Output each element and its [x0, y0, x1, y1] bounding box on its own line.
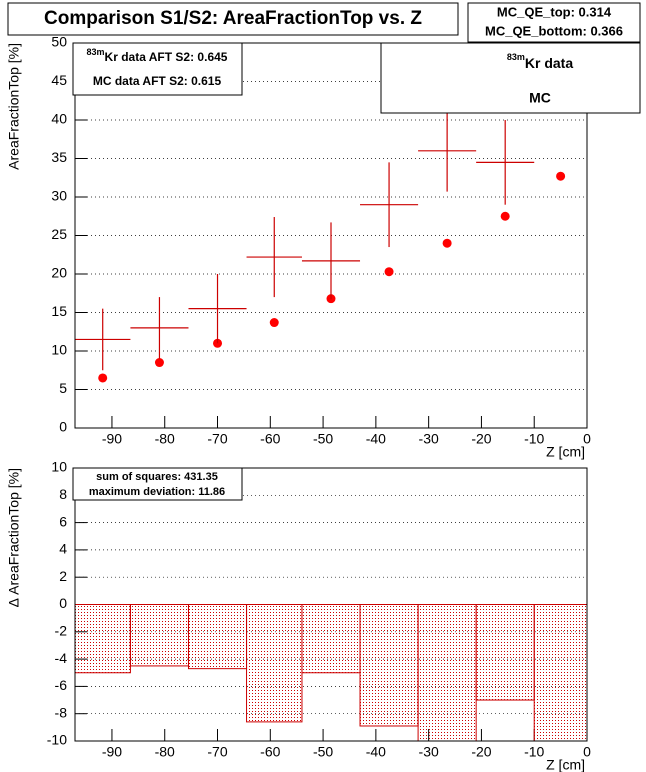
y-axis-label: AreaFractionTop [%]	[6, 43, 22, 170]
data-point	[269, 318, 279, 328]
superscript: 83m	[87, 47, 105, 57]
plot-frame	[74, 42, 588, 429]
y-tick-label: -8	[55, 704, 68, 720]
chart-title: Comparison S1/S2: AreaFractionTop vs. Z	[44, 8, 422, 29]
x-tick-label: -70	[207, 431, 227, 447]
x-tick-label: -30	[419, 744, 439, 760]
legend-text: Kr data	[525, 55, 573, 71]
stats-text: maximum deviation: 11.86	[89, 486, 225, 498]
x-tick-label: -30	[419, 431, 439, 447]
legend-label: 83mKr data	[507, 52, 573, 70]
y-tick-label: 0	[59, 595, 67, 611]
y-tick-label: -4	[55, 650, 68, 666]
x-tick-label: -60	[260, 431, 280, 447]
stats-text: MC data AFT S2: 0.615	[93, 74, 222, 88]
x-tick-label: 0	[583, 431, 591, 447]
x-tick-label: -60	[260, 744, 280, 760]
y-tick-label: 40	[51, 111, 67, 127]
y-tick-label: -10	[47, 732, 67, 748]
data-point	[98, 373, 108, 383]
stats-box	[72, 42, 243, 96]
histogram-bar	[301, 604, 361, 674]
y-tick-label: 20	[51, 265, 67, 281]
data-point	[384, 267, 394, 277]
x-tick-label: -40	[366, 744, 386, 760]
x-tick-label: -40	[366, 431, 386, 447]
x-tick-label: -80	[155, 744, 175, 760]
data-point	[154, 358, 164, 368]
histogram-bar	[187, 604, 248, 670]
x-tick-label: -70	[207, 744, 227, 760]
y-axis-label: Δ AreaFractionTop [%]	[6, 468, 22, 607]
stats-box	[72, 467, 243, 501]
plot-frame	[74, 467, 588, 742]
title-box	[7, 2, 459, 36]
y-tick-label: 0	[59, 419, 67, 435]
info-text: MC_QE_top: 0.314	[497, 4, 612, 19]
x-axis-label: Z [cm]	[546, 757, 585, 772]
y-tick-label: 50	[51, 34, 67, 50]
histogram-bar	[246, 604, 303, 723]
y-tick-label: 25	[51, 226, 67, 242]
x-tick-label: -80	[155, 431, 175, 447]
histogram-bar	[75, 604, 131, 674]
stats-text: 83mKr data AFT S2: 0.645	[87, 47, 228, 64]
x-tick-label: -90	[102, 431, 122, 447]
x-tick-label: -20	[471, 431, 491, 447]
y-tick-label: 5	[59, 380, 67, 396]
x-axis-label: Z [cm]	[546, 444, 585, 460]
superscript: 83m	[507, 52, 525, 62]
data-point	[442, 238, 452, 248]
x-tick-label: -20	[471, 744, 491, 760]
y-tick-label: -2	[55, 623, 68, 639]
y-tick-label: 45	[51, 72, 67, 88]
info-box	[467, 2, 641, 43]
info-text: MC_QE_bottom: 0.366	[485, 23, 623, 38]
y-tick-label: 4	[59, 541, 67, 557]
y-tick-label: 10	[51, 459, 67, 475]
x-tick-label: -50	[313, 744, 333, 760]
stats-text: sum of squares: 431.35	[96, 471, 218, 483]
x-tick-label: -50	[313, 431, 333, 447]
x-tick-label: -10	[524, 744, 544, 760]
histogram-bar	[417, 604, 477, 741]
y-tick-label: 2	[59, 568, 67, 584]
y-tick-label: 30	[51, 188, 67, 204]
y-tick-label: 8	[59, 486, 67, 502]
legend	[380, 42, 641, 114]
y-tick-label: 35	[51, 149, 67, 165]
legend-label: MC	[529, 90, 551, 106]
stats-line: Kr data AFT S2: 0.645	[105, 50, 228, 64]
histogram-bar	[533, 604, 587, 741]
y-tick-label: 10	[51, 342, 67, 358]
y-tick-label: -6	[55, 677, 68, 693]
histogram-bar	[359, 604, 419, 727]
data-point	[500, 211, 510, 221]
y-tick-label: 6	[59, 513, 67, 529]
y-tick-label: 15	[51, 303, 67, 319]
x-tick-label: 0	[583, 744, 591, 760]
x-tick-label: -10	[524, 431, 544, 447]
histogram-bar	[475, 604, 535, 701]
histogram-bar	[129, 604, 189, 667]
data-point	[556, 171, 566, 181]
x-tick-label: -90	[102, 744, 122, 760]
